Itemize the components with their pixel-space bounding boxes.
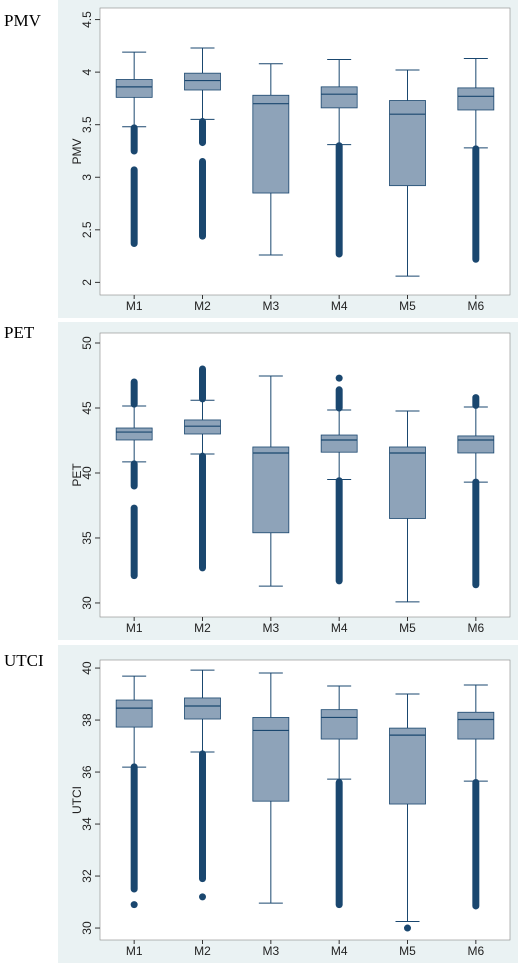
y-tick-label: 35 — [80, 531, 94, 545]
plot-area — [99, 7, 511, 296]
outlier — [130, 901, 138, 909]
box — [457, 711, 495, 740]
y-tick-label: 4 — [80, 68, 94, 75]
y-tick-label: 2.5 — [80, 221, 94, 238]
x-tick-label: M6 — [467, 299, 484, 313]
x-tick-label: M6 — [467, 621, 484, 635]
y-axis-title: UTCI — [70, 786, 84, 814]
box — [457, 435, 495, 454]
box — [320, 434, 358, 453]
outlier — [199, 893, 206, 901]
box — [389, 100, 426, 187]
plot-area — [99, 332, 511, 618]
box — [252, 717, 290, 802]
x-tick-label: M4 — [331, 299, 348, 313]
x-tick-label: M5 — [399, 621, 416, 635]
x-tick-label: M1 — [126, 944, 143, 958]
y-tick-label: 40 — [80, 661, 94, 675]
y-tick-label: 32 — [80, 869, 94, 883]
box — [320, 709, 358, 740]
y-tick-label: 30 — [80, 596, 94, 610]
box — [389, 727, 426, 805]
box — [252, 446, 290, 534]
x-tick-label: M1 — [126, 299, 143, 313]
x-tick-label: M5 — [399, 299, 416, 313]
x-tick-label: M6 — [467, 944, 484, 958]
y-tick-label: 40 — [80, 466, 94, 480]
x-tick-label: M3 — [262, 944, 279, 958]
x-tick-label: M2 — [194, 299, 211, 313]
y-axis-title: PET — [70, 463, 84, 487]
box — [320, 86, 358, 109]
box — [184, 697, 221, 720]
y-tick-label: 36 — [80, 765, 94, 779]
plot-area — [99, 659, 511, 941]
x-tick-label: M2 — [194, 944, 211, 958]
panel-label: PMV — [4, 11, 42, 30]
y-tick-label: 50 — [80, 336, 94, 350]
y-tick-label: 30 — [80, 921, 94, 935]
x-tick-label: M4 — [331, 621, 348, 635]
box — [184, 419, 221, 435]
y-tick-label: 3 — [80, 174, 94, 181]
outlier — [335, 374, 343, 382]
y-tick-label: 45 — [80, 401, 94, 415]
y-tick-label: 4.5 — [80, 11, 94, 28]
box — [115, 79, 153, 98]
y-tick-label: 38 — [80, 713, 94, 727]
panel-label: UTCI — [4, 651, 44, 670]
box — [457, 87, 495, 111]
y-tick-label: 34 — [80, 817, 94, 831]
box — [115, 427, 153, 441]
x-tick-label: M3 — [262, 621, 279, 635]
box — [115, 699, 153, 728]
x-tick-label: M5 — [399, 944, 416, 958]
y-tick-label: 2 — [80, 279, 94, 286]
x-tick-label: M1 — [126, 621, 143, 635]
y-axis-title: PMV — [70, 138, 84, 164]
x-tick-label: M4 — [331, 944, 348, 958]
y-tick-label: 3.5 — [80, 116, 94, 133]
box — [184, 72, 221, 91]
box — [389, 446, 426, 519]
outlier — [404, 924, 411, 932]
x-tick-label: M3 — [262, 299, 279, 313]
box — [252, 94, 290, 194]
x-tick-label: M2 — [194, 621, 211, 635]
panel-label: PET — [4, 323, 35, 342]
